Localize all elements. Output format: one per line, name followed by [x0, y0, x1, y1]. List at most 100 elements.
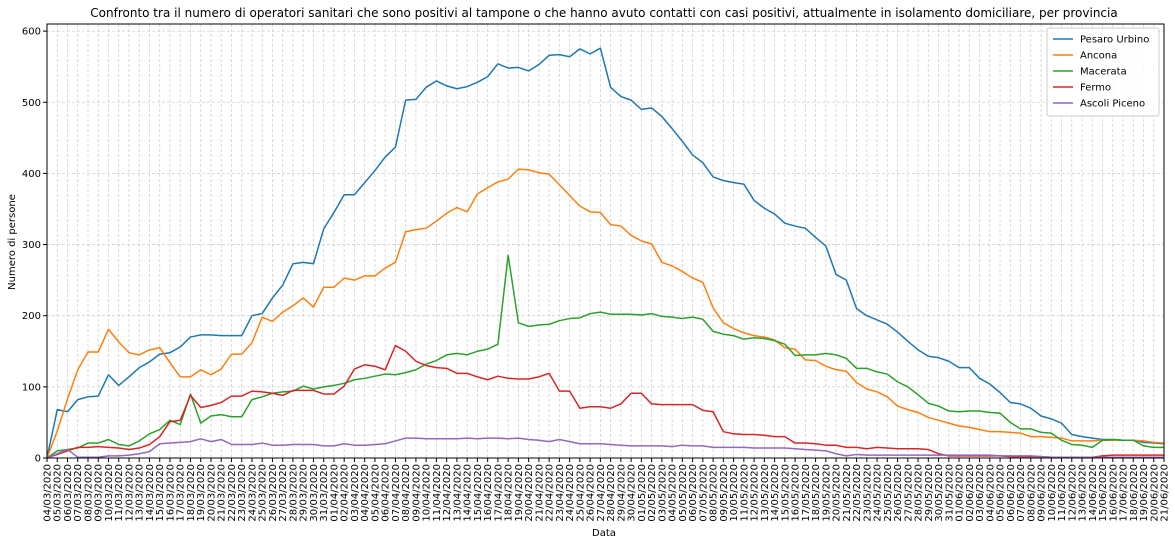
x-tick-label: 27/04/2020 [596, 464, 607, 522]
x-tick-label: 17/04/2020 [493, 464, 504, 522]
x-tick-label: 19/03/2020 [196, 464, 207, 522]
y-axis-label: Numero di persone [7, 194, 18, 290]
x-tick-label: 20/06/2020 [1149, 464, 1160, 522]
legend-entry: Ancona [1080, 51, 1117, 62]
x-tick-label: 04/06/2020 [985, 464, 996, 522]
x-tick-label: 15/06/2020 [1098, 464, 1109, 522]
x-tick-label: 20/04/2020 [524, 464, 535, 522]
legend-entry: Macerata [1080, 67, 1127, 78]
x-tick-label: 02/05/2020 [647, 464, 658, 522]
series-line-macerata [46, 254, 1164, 459]
x-tick-label: 09/05/2020 [719, 464, 730, 522]
x-tick-label: 26/03/2020 [268, 464, 279, 522]
y-tick-label: 200 [22, 311, 41, 322]
x-tick-label: 19/05/2020 [821, 464, 832, 522]
y-tick-label: 0 [35, 454, 41, 465]
x-tick-label: 31/05/2020 [944, 464, 955, 522]
x-tick-label: 16/03/2020 [165, 464, 176, 522]
legend-entry: Fermo [1080, 83, 1111, 94]
series-line-ascoli-piceno [46, 437, 1164, 459]
series-line-ancona [46, 168, 1165, 459]
x-tick-label: 26/05/2020 [893, 464, 904, 522]
x-tick-label: 30/03/2020 [309, 464, 320, 522]
legend: Pesaro Urbino Ancona Macerata Fermo Ascoli P… [1046, 27, 1160, 117]
x-tick-label: 02/06/2020 [965, 464, 976, 522]
chart-title: Confronto tra il numero di operatori san… [90, 6, 1117, 20]
y-tick-label: 600 [22, 27, 41, 38]
x-tick-label: 11/06/2020 [1057, 464, 1068, 522]
x-tick-label: 09/03/2020 [94, 464, 105, 522]
y-tick-label: 100 [22, 382, 41, 393]
x-tick-label: 10/06/2020 [1047, 464, 1058, 522]
x-tick-label: 17/05/2020 [801, 464, 812, 522]
x-tick-label: 22/03/2020 [227, 464, 238, 522]
x-tick-label: 21/05/2020 [842, 464, 853, 522]
y-tick-label: 500 [22, 98, 41, 109]
x-tick-label: 10/03/2020 [104, 464, 115, 522]
x-tick-label: 27/05/2020 [903, 464, 914, 522]
x-tick-label: 15/05/2020 [780, 464, 791, 522]
x-tick-label: 19/06/2020 [1139, 464, 1150, 522]
plot-frame [46, 23, 1165, 459]
x-tick-label: 04/03/2020 [43, 464, 54, 522]
series-lines [46, 47, 1165, 459]
x-tick-label: 11/03/2020 [114, 464, 125, 522]
x-tick-label: 09/04/2020 [411, 464, 422, 522]
x-tick-label: 14/05/2020 [770, 464, 781, 522]
x-tick-label: 27/03/2020 [278, 464, 289, 522]
x-tick-label: 20/03/2020 [206, 464, 217, 522]
x-tick-label: 26/04/2020 [586, 464, 597, 522]
x-tick-label: 16/05/2020 [791, 464, 802, 522]
x-tick-label: 06/03/2020 [63, 464, 74, 522]
x-tick-label: 13/05/2020 [760, 464, 771, 522]
x-tick-label: 11/05/2020 [739, 464, 750, 522]
x-tick-label: 30/04/2020 [627, 464, 638, 522]
x-tick-label: 15/03/2020 [155, 464, 166, 522]
x-tick-label: 09/06/2020 [1037, 464, 1048, 522]
x-tick-label: 12/03/2020 [124, 464, 135, 522]
x-tick-label: 07/06/2020 [1016, 464, 1027, 522]
legend-box [1046, 27, 1160, 117]
x-tick-label: 23/03/2020 [237, 464, 248, 522]
series-line-pesaro-urbino [46, 47, 1165, 459]
x-tick-label: 03/05/2020 [657, 464, 668, 522]
x-tick-label: 14/06/2020 [1088, 464, 1099, 522]
x-tick-label: 22/05/2020 [852, 464, 863, 522]
x-axis: 04/03/2020 05/03/2020 06/03/2020 07/03/2020… [43, 458, 1171, 522]
x-tick-label: 18/03/2020 [186, 464, 197, 522]
x-tick-label: 21/03/2020 [217, 464, 228, 522]
x-tick-label: 06/05/2020 [688, 464, 699, 522]
x-tick-label: 31/03/2020 [319, 464, 330, 522]
x-tick-label: 25/05/2020 [883, 464, 894, 522]
x-tick-label: 25/04/2020 [575, 464, 586, 522]
x-tick-label: 01/06/2020 [955, 464, 966, 522]
x-tick-label: 18/06/2020 [1129, 464, 1140, 522]
legend-entry: Pesaro Urbino [1080, 35, 1149, 46]
x-tick-label: 05/06/2020 [996, 464, 1007, 522]
x-tick-label: 28/03/2020 [288, 464, 299, 522]
x-tick-label: 01/05/2020 [637, 464, 648, 522]
x-tick-label: 13/06/2020 [1078, 464, 1089, 522]
x-tick-label: 08/04/2020 [401, 464, 412, 522]
x-tick-label: 23/04/2020 [555, 464, 566, 522]
x-tick-label: 14/03/2020 [145, 464, 156, 522]
x-tick-label: 10/04/2020 [422, 464, 433, 522]
x-tick-label: 16/04/2020 [483, 464, 494, 522]
x-tick-label: 04/05/2020 [668, 464, 679, 522]
x-tick-label: 12/06/2020 [1067, 464, 1078, 522]
x-tick-label: 03/04/2020 [350, 464, 361, 522]
x-tick-label: 08/03/2020 [83, 464, 94, 522]
x-tick-label: 18/05/2020 [811, 464, 822, 522]
x-tick-label: 06/06/2020 [1006, 464, 1017, 522]
x-tick-label: 12/04/2020 [442, 464, 453, 522]
legend-entry: Ascoli Piceno [1080, 99, 1145, 110]
y-tick-label: 400 [22, 169, 41, 180]
x-tick-label: 02/04/2020 [340, 464, 351, 522]
x-tick-label: 24/04/2020 [565, 464, 576, 522]
x-tick-label: 23/05/2020 [862, 464, 873, 522]
x-tick-label: 24/03/2020 [247, 464, 258, 522]
x-tick-label: 17/06/2020 [1119, 464, 1130, 522]
x-tick-label: 22/04/2020 [545, 464, 556, 522]
x-tick-label: 01/04/2020 [329, 464, 340, 522]
y-tick-label: 300 [22, 240, 41, 251]
